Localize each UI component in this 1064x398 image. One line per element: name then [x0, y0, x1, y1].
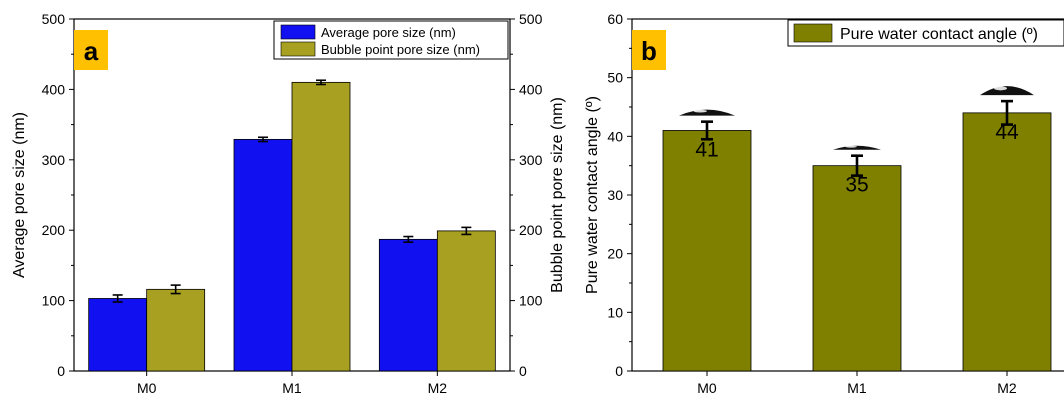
- bar-m1-series-1: [291, 81, 351, 372]
- bar-m0-series-1: [146, 288, 206, 372]
- legend-label-contact-angle: Pure water contact angle (º): [840, 26, 1038, 43]
- droplet-m0: [679, 109, 735, 116]
- bar-m0-series-0: [88, 298, 148, 372]
- data-label-m2: 44: [995, 121, 1019, 144]
- bar-m2-series-1: [436, 230, 496, 372]
- error-bar-m0-series-0: [112, 294, 123, 303]
- panel-a-y-axis-label: Average pore size (nm): [11, 112, 28, 278]
- legend-swatch-average-pore-size: [280, 24, 316, 40]
- error-bar-m0-series-1: [170, 284, 181, 295]
- y-tick-label: 40: [607, 128, 623, 144]
- y2-tick-label: 400: [519, 81, 543, 97]
- data-label-m1: 35: [845, 174, 868, 197]
- panel-b-letter: b: [641, 36, 657, 66]
- y-tick-label: 100: [42, 293, 66, 309]
- panel-b-droplet-illustrations: [679, 86, 1034, 150]
- legend-label-bubble-point-pore-size: Bubble point pore size (nm): [321, 42, 480, 57]
- droplet-m2: [980, 86, 1034, 96]
- panel-a-letter-background: [74, 30, 108, 70]
- y-tick-label: 200: [42, 222, 66, 238]
- y-tick-label: 0: [615, 363, 623, 379]
- droplet-highlight-m2: [994, 86, 1008, 91]
- bar-m2-series-0: [378, 238, 438, 372]
- droplet-highlight-m1: [845, 145, 857, 148]
- y-tick-label: 20: [607, 246, 623, 262]
- panel-a-y2-axis-label: Bubble point pore size (nm): [549, 97, 566, 293]
- data-label-m0: 41: [695, 138, 718, 161]
- panel-b-ticks: M0 M1 M2 0 10 20 30 40 50 60: [607, 11, 1017, 396]
- panel-a-letter: a: [84, 36, 99, 66]
- x-tick-label-m0: M0: [697, 380, 717, 396]
- y-tick-label: 30: [607, 187, 623, 203]
- y-tick-label: 10: [607, 304, 623, 320]
- y2-tick-label: 300: [519, 152, 543, 168]
- panel-b-legend-frame: [787, 19, 1064, 47]
- droplet-highlight-m0: [693, 109, 708, 113]
- panel-b-y-axis-label: Pure water contact angle (º): [584, 96, 601, 294]
- error-bar-m2-series-1: [461, 226, 472, 236]
- panel-a-pore-size-chart: M0 M1 M2 0 100 200 300 400 500 0 100 200 300 400 500 A…: [11, 11, 566, 396]
- y-tick-label: 60: [607, 11, 623, 27]
- y-tick-label: 0: [57, 363, 65, 379]
- x-tick-label-m2: M2: [428, 380, 448, 396]
- error-bar-m1-series-0: [851, 154, 863, 177]
- x-tick-label-m0: M0: [137, 380, 157, 396]
- panel-b-letter-box: b: [632, 30, 666, 70]
- y2-tick-label: 500: [519, 11, 543, 27]
- y-tick-label: 300: [42, 152, 66, 168]
- panel-a-bars: [88, 79, 496, 372]
- panel-b-contact-angle-chart: 41 35 44 M0 M1 M2 0 10 20 30 40 50 60 Pure water co…: [584, 11, 1064, 396]
- y2-tick-label: 0: [519, 363, 527, 379]
- y-tick-label: 50: [607, 70, 623, 86]
- y-tick-label: 400: [42, 81, 66, 97]
- bar-m1-series-0: [812, 165, 902, 372]
- x-tick-label-m1: M1: [847, 380, 867, 396]
- bar-m2-series-0: [962, 112, 1052, 372]
- y-tick-label: 500: [42, 11, 66, 27]
- y2-tick-label: 100: [519, 293, 543, 309]
- x-tick-label-m1: M1: [282, 380, 302, 396]
- error-bar-m1-series-0: [258, 136, 268, 143]
- panel-b-bars: 41 35 44: [662, 99, 1052, 372]
- droplet-m1: [833, 145, 881, 150]
- error-bar-m2-series-0: [403, 235, 414, 243]
- x-tick-label-m2: M2: [997, 380, 1017, 396]
- legend-swatch-contact-angle: [793, 23, 833, 43]
- panel-a-legend: Average pore size (nm) Bubble point pore…: [273, 20, 509, 60]
- bar-m0-series-0: [662, 130, 752, 372]
- panel-a-ticks: M0 M1 M2 0 100 200 300 400 500 0 100 200 300 400 500: [42, 11, 543, 396]
- bar-m1-series-0: [233, 138, 293, 372]
- legend-label-average-pore-size: Average pore size (nm): [321, 25, 456, 40]
- error-bar-m1-series-1: [316, 79, 326, 86]
- error-bar-m0-series-0: [701, 120, 713, 141]
- panel-b-letter-background: [632, 30, 666, 70]
- panel-b-legend: Pure water contact angle (º): [787, 19, 1064, 47]
- legend-swatch-bubble-point-pore-size: [280, 41, 316, 57]
- error-bar-m2-series-0: [1001, 99, 1013, 126]
- y2-tick-label: 200: [519, 222, 543, 238]
- panel-a-letter-box: a: [74, 30, 108, 70]
